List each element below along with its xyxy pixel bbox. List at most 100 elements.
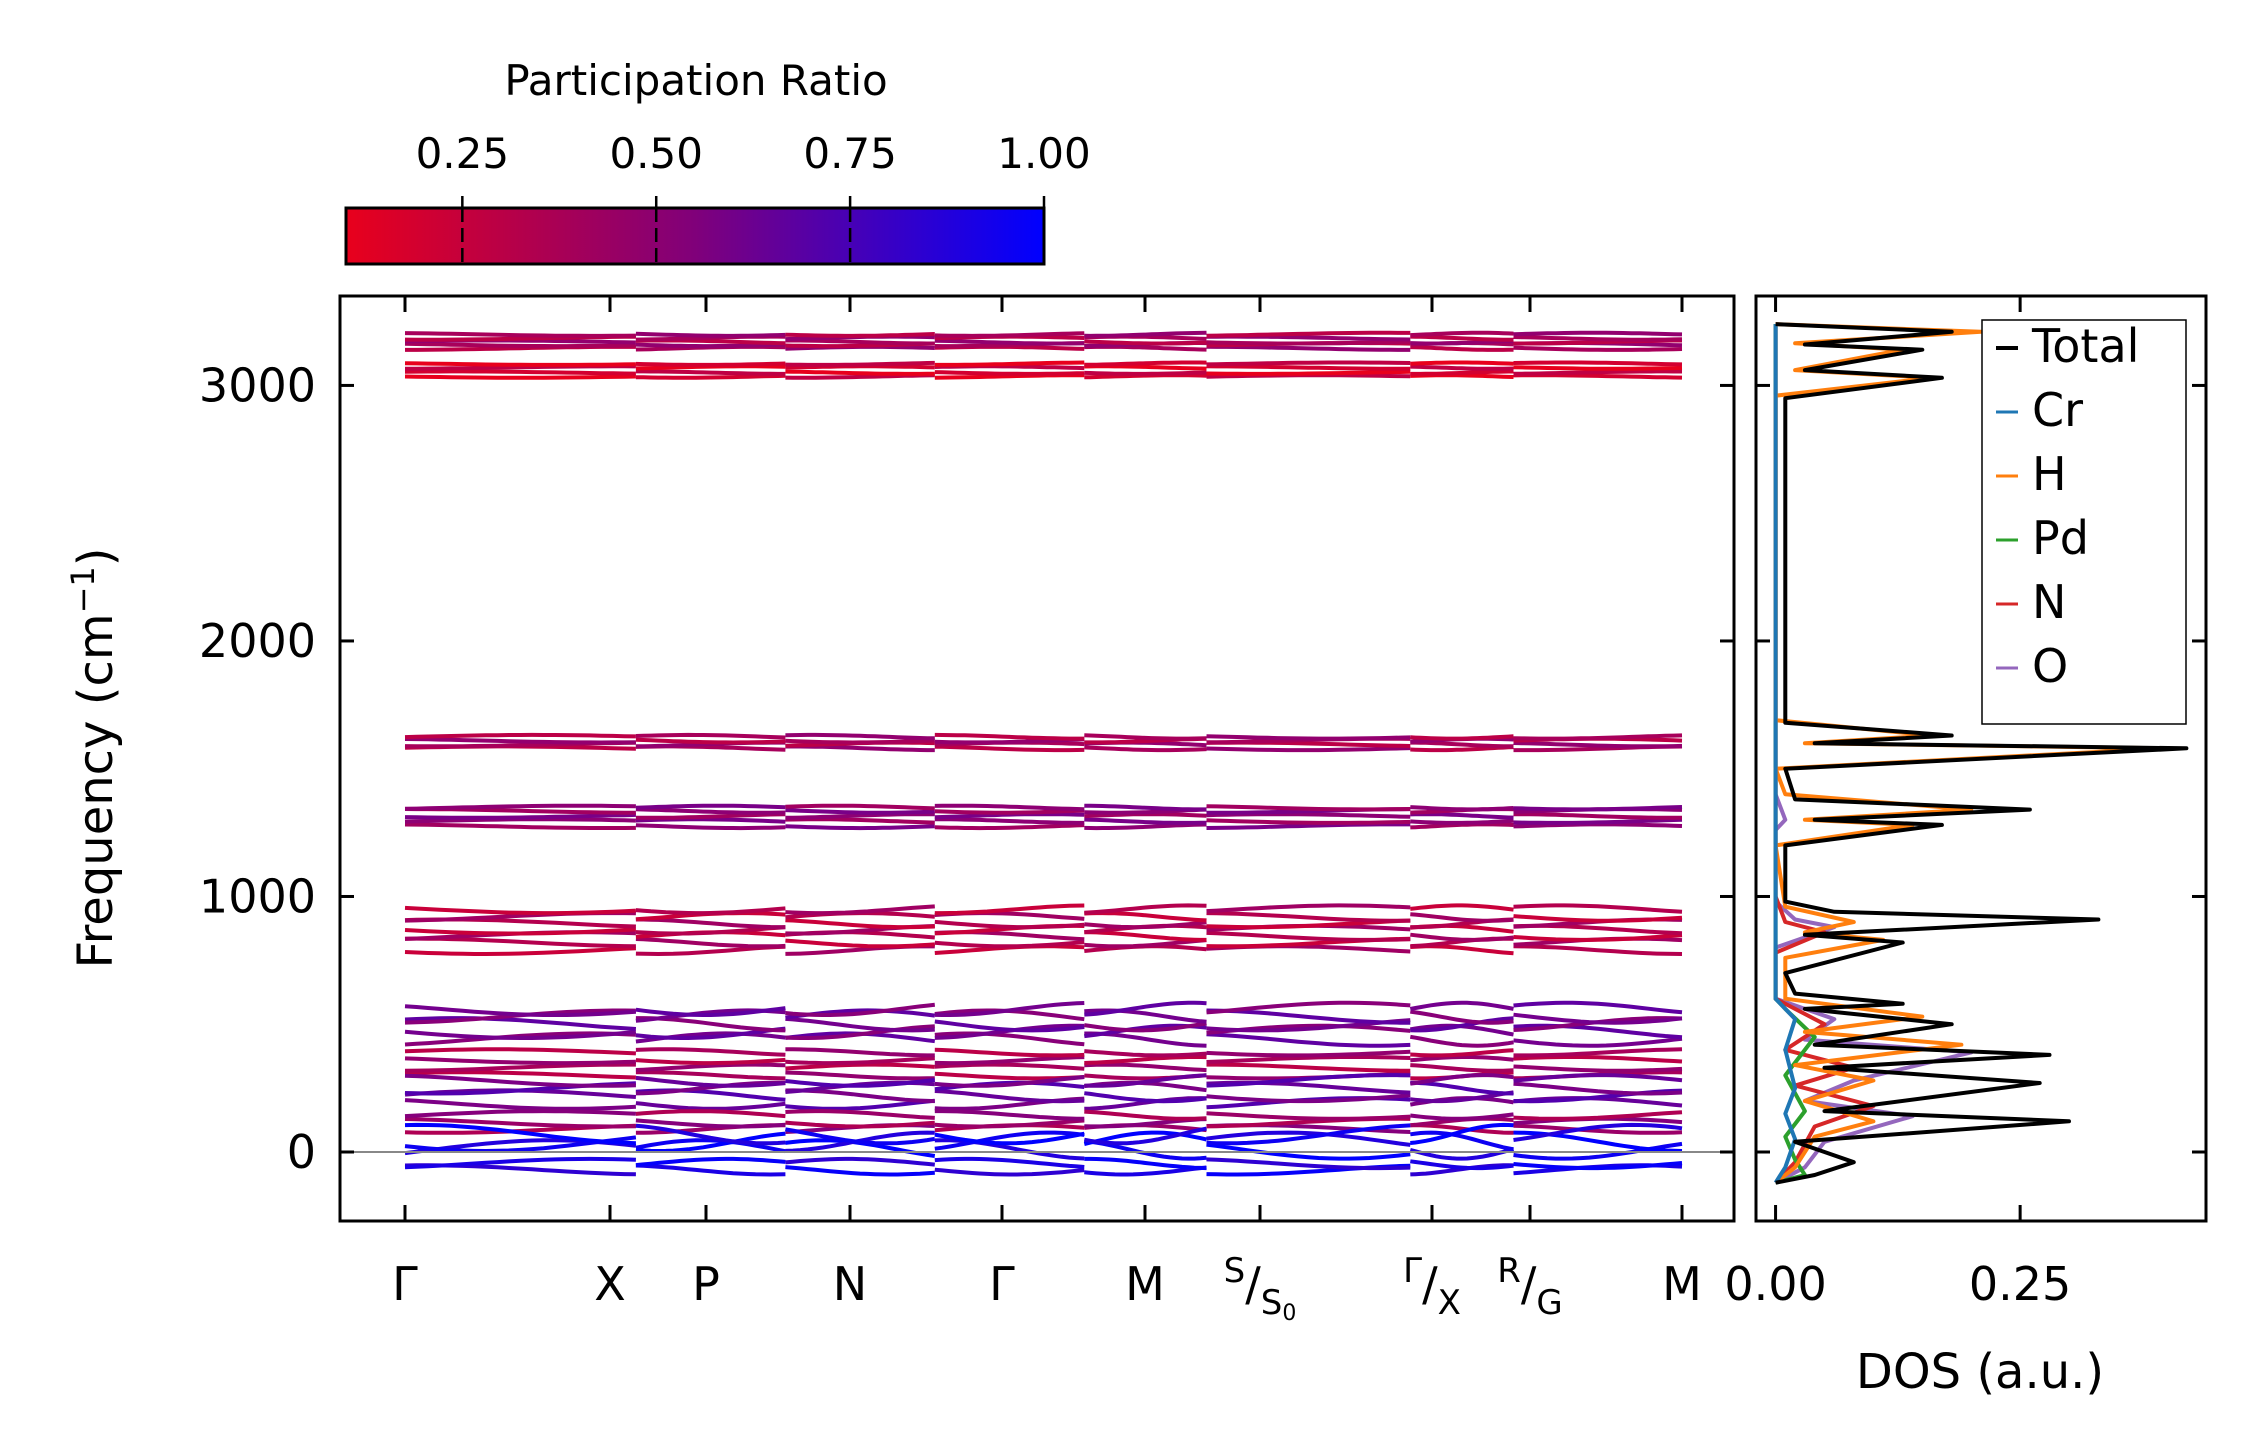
band-line — [635, 925, 786, 936]
band-line — [1206, 330, 1411, 338]
band-line — [785, 808, 935, 815]
band-line — [635, 1075, 786, 1088]
dos-lines — [1773, 322, 2189, 1185]
band-line — [1513, 944, 1683, 956]
band-line — [1513, 373, 1683, 380]
band-line — [785, 1156, 935, 1167]
band-line — [404, 1109, 637, 1119]
band-line — [934, 732, 1085, 741]
band-line — [785, 738, 935, 745]
band-line — [785, 1165, 935, 1177]
band-line — [1409, 1000, 1514, 1011]
band-line — [1410, 1112, 1514, 1121]
band-line — [635, 1101, 786, 1111]
band-line — [1206, 1123, 1411, 1146]
band-line — [785, 1070, 935, 1081]
band-line — [785, 1088, 935, 1104]
band-line — [635, 917, 786, 930]
band-plot-frame — [338, 294, 1736, 1223]
band-line — [934, 1047, 1085, 1058]
x-tick-label: M — [1125, 1257, 1165, 1311]
y-tick-label: 1000 — [199, 869, 316, 923]
band-line — [404, 1016, 637, 1031]
band-line — [785, 1127, 936, 1146]
band-line — [1206, 930, 1411, 942]
band-line — [404, 946, 637, 956]
band-line — [404, 369, 636, 376]
band-line — [785, 1062, 935, 1071]
y-tick-label: 3000 — [199, 358, 316, 412]
dos-line-cr — [1773, 324, 1798, 1184]
legend-label: Pd — [2032, 511, 2089, 565]
band-line — [1084, 330, 1207, 338]
band-line — [404, 1098, 637, 1111]
band-line — [635, 1163, 786, 1177]
band-line — [1410, 1009, 1514, 1025]
legend-label: H — [2032, 447, 2067, 501]
band-line — [1206, 369, 1411, 376]
band-line — [404, 803, 636, 811]
band-line — [934, 1055, 1085, 1066]
band-line — [1084, 745, 1207, 753]
band-line — [934, 1031, 1085, 1047]
band-line — [1084, 339, 1207, 346]
dos-x-tick-label: 0.25 — [1969, 1257, 2071, 1311]
band-line — [1084, 911, 1207, 923]
band-line — [785, 904, 935, 916]
band-line — [635, 1047, 786, 1057]
band-line — [404, 361, 636, 367]
band-line — [1513, 360, 1683, 367]
band-line — [1410, 1080, 1514, 1096]
colorbar-tick-label: 0.25 — [416, 129, 510, 178]
band-line — [934, 1156, 1085, 1169]
band-line — [785, 369, 935, 376]
band-line — [1084, 1021, 1207, 1033]
dos-plot-frame — [1754, 294, 2208, 1223]
band-line — [1513, 1047, 1683, 1058]
band-line — [1410, 334, 1514, 342]
band-line — [934, 1075, 1085, 1088]
band-line — [1513, 345, 1683, 352]
band-line — [635, 1026, 786, 1040]
band-line — [785, 918, 935, 930]
band-line — [785, 938, 935, 949]
band-line — [785, 824, 935, 831]
band-line — [1410, 1055, 1514, 1063]
colorbar: Participation Ratio 0.25 0.50 0.75 1.00 — [344, 56, 1091, 266]
band-line — [404, 927, 637, 936]
legend-label: N — [2032, 575, 2066, 629]
band-line — [785, 1109, 935, 1120]
band-line — [1513, 1023, 1683, 1040]
band-line — [785, 812, 935, 820]
band-line — [934, 1089, 1085, 1104]
band-line — [785, 817, 935, 825]
band-line — [1206, 911, 1411, 923]
x-tick-label: Γ/X — [1403, 1251, 1461, 1323]
band-line — [785, 1078, 936, 1088]
band-line — [404, 1122, 636, 1146]
band-line — [934, 1131, 1085, 1146]
band-line — [1084, 1156, 1207, 1171]
band-line — [1513, 741, 1683, 749]
legend-label: Cr — [2032, 383, 2083, 437]
band-line — [635, 807, 786, 815]
colorbar-tick-label: 0.75 — [803, 129, 897, 178]
band-line — [1410, 932, 1514, 942]
band-line — [635, 1118, 786, 1129]
band-line — [1083, 1126, 1207, 1146]
band-line — [1410, 1123, 1514, 1135]
band-line — [1084, 1109, 1207, 1121]
band-line — [934, 803, 1085, 812]
band-line — [1410, 1159, 1514, 1171]
band-line — [404, 1117, 636, 1129]
band-line — [1410, 364, 1514, 371]
legend: Total Cr H Pd NO — [1981, 319, 2187, 725]
band-line — [1513, 1161, 1683, 1171]
band-line — [1513, 733, 1683, 741]
band-line — [635, 342, 786, 349]
band-line — [635, 369, 786, 376]
band-line — [404, 822, 636, 830]
band-line — [1513, 1055, 1683, 1064]
band-line — [1206, 1000, 1411, 1015]
band-line — [1084, 360, 1207, 367]
